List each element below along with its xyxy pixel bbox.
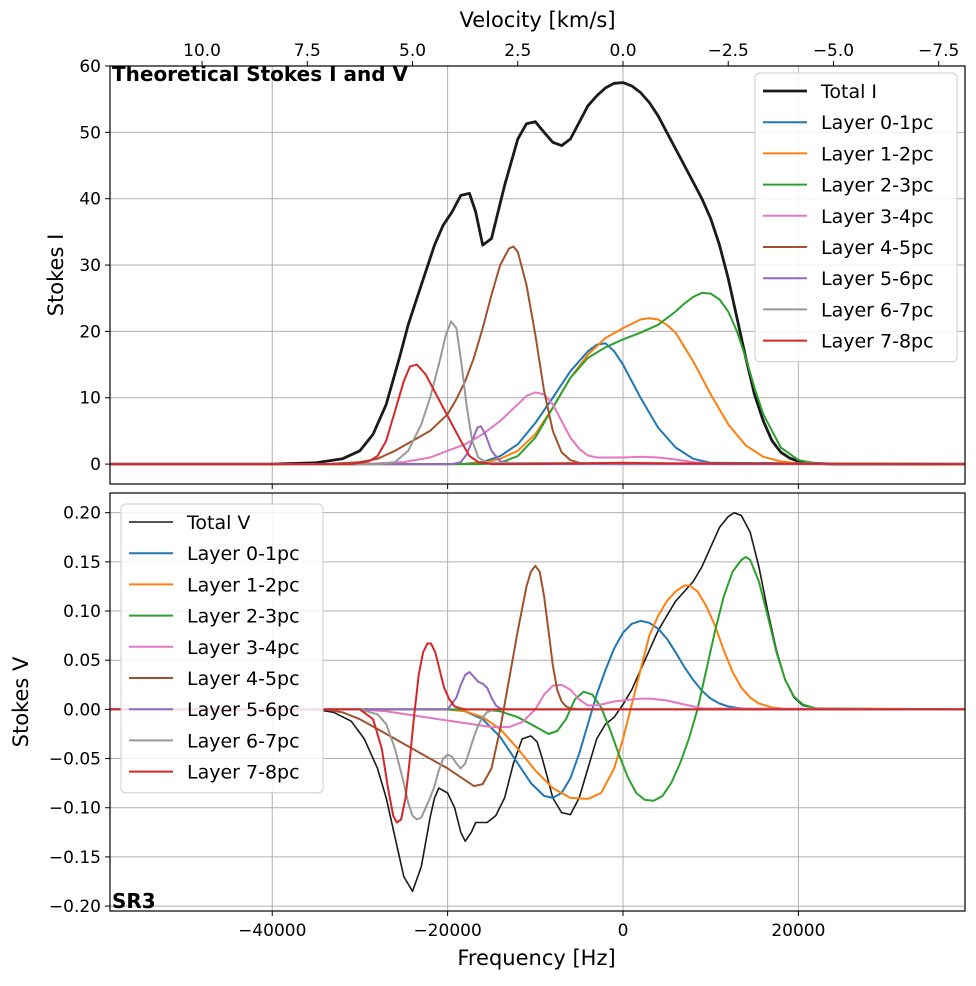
- legend: Total V Layer 0-1pc Layer 1-2pc Layer 2-3pc…: [120, 503, 324, 794]
- legend-label: Layer 0-1pc: [187, 543, 300, 565]
- legend-label: Layer 7-8pc: [821, 331, 934, 353]
- y-tick-label: −0.05: [49, 750, 101, 770]
- series-line-layer-7-8pc: [110, 642, 965, 824]
- y-tick-label: −0.20: [49, 897, 101, 917]
- series-line-layer-3-4pc: [110, 391, 965, 466]
- legend-label: Layer 3-4pc: [187, 637, 300, 659]
- series-line-layer-0-1pc: [110, 619, 965, 799]
- series-line-layer-1-2pc: [110, 584, 965, 800]
- y-tick-label: −0.15: [49, 848, 101, 868]
- legend-label: Layer 5-6pc: [821, 268, 934, 290]
- plot-frame: [109, 492, 966, 912]
- y-tick-label: 0.10: [63, 602, 101, 622]
- top-x-tick-label: 7.5: [294, 41, 321, 61]
- legend-label: Total I: [820, 81, 877, 103]
- y-tick-label: 0.05: [63, 651, 101, 671]
- series-line-layer-7-8pc: [110, 363, 965, 466]
- y-tick-label: −0.10: [49, 799, 101, 819]
- top-x-tick-label: 5.0: [399, 41, 426, 61]
- legend-label: Layer 6-7pc: [187, 730, 300, 752]
- panel-annotation: SR3: [112, 889, 156, 913]
- y-axis-label: Stokes V: [9, 656, 33, 747]
- y-tick-label: 60: [79, 57, 101, 77]
- y-tick-label: 20: [79, 322, 101, 342]
- stokes-i-panel: 0 10 20 30 40 50 60 10.0 7.5 5.0 2.5 0.0 −2.5 −5.0 −7.…: [44, 8, 966, 489]
- top-x-tick-label: −5.0: [813, 41, 854, 61]
- legend-label: Layer 4-5pc: [821, 237, 934, 259]
- plot-frame: [109, 65, 966, 485]
- legend-label: Layer 3-4pc: [821, 206, 934, 228]
- legend-label: Layer 0-1pc: [821, 112, 934, 134]
- legend-label: Layer 4-5pc: [187, 668, 300, 690]
- series-group: [110, 511, 965, 893]
- top-x-tick-label: 0.0: [609, 41, 636, 61]
- y-tick-label: 0.15: [63, 553, 101, 573]
- series-line-total-v: [110, 511, 965, 893]
- series-line-total-i: [110, 81, 965, 466]
- series-line-layer-2-3pc: [110, 555, 965, 802]
- y-tick-label: 0: [90, 455, 101, 475]
- y-tick-label: 0.20: [63, 504, 101, 524]
- x-tick-label: −20000: [413, 921, 481, 941]
- y-axis-label: Stokes I: [44, 234, 68, 317]
- x-axis-label: Frequency [Hz]: [457, 946, 615, 970]
- series-group: [110, 81, 965, 466]
- top-x-tick-label: −2.5: [708, 41, 749, 61]
- x-tick-label: 0: [618, 921, 629, 941]
- legend: Total I Layer 0-1pc Layer 1-2pc Layer 2-3pc…: [754, 72, 958, 363]
- x-tick-label: −40000: [238, 921, 306, 941]
- legend-label: Layer 1-2pc: [187, 574, 300, 596]
- legend-label: Layer 7-8pc: [187, 762, 300, 784]
- x-tick-label: 20000: [771, 921, 825, 941]
- series-line-layer-2-3pc: [110, 291, 965, 466]
- legend-label: Total V: [186, 512, 250, 534]
- y-tick-label: 50: [79, 123, 101, 143]
- y-tick-label: 30: [79, 256, 101, 276]
- top-x-tick-label: −7.5: [918, 41, 959, 61]
- legend-label: Layer 5-6pc: [187, 699, 300, 721]
- y-tick-label: 0.00: [63, 700, 101, 720]
- series-line-layer-3-4pc: [110, 683, 965, 729]
- legend-label: Layer 2-3pc: [187, 606, 300, 628]
- y-tick-label: 10: [79, 389, 101, 409]
- legend-box: [120, 503, 324, 794]
- series-line-layer-4-5pc: [110, 245, 965, 466]
- chart-title: Theoretical Stokes I and V: [112, 62, 409, 86]
- legend-label: Layer 2-3pc: [821, 175, 934, 197]
- legend-box: [754, 72, 958, 363]
- legend-label: Layer 1-2pc: [821, 143, 934, 165]
- stokes-v-panel: −0.20 −0.15 −0.10 −0.05 0.00 0.05 0.10 0.15 0.20…: [9, 492, 966, 970]
- series-line-layer-1-2pc: [110, 317, 965, 466]
- series-line-layer-6-7pc: [110, 320, 965, 466]
- top-x-tick-label: 2.5: [504, 41, 531, 61]
- top-x-axis-label: Velocity [km/s]: [459, 8, 615, 32]
- series-line-layer-4-5pc: [110, 564, 965, 788]
- y-tick-label: 40: [79, 190, 101, 210]
- top-x-tick-label: 10.0: [183, 41, 221, 61]
- legend-label: Layer 6-7pc: [821, 299, 934, 321]
